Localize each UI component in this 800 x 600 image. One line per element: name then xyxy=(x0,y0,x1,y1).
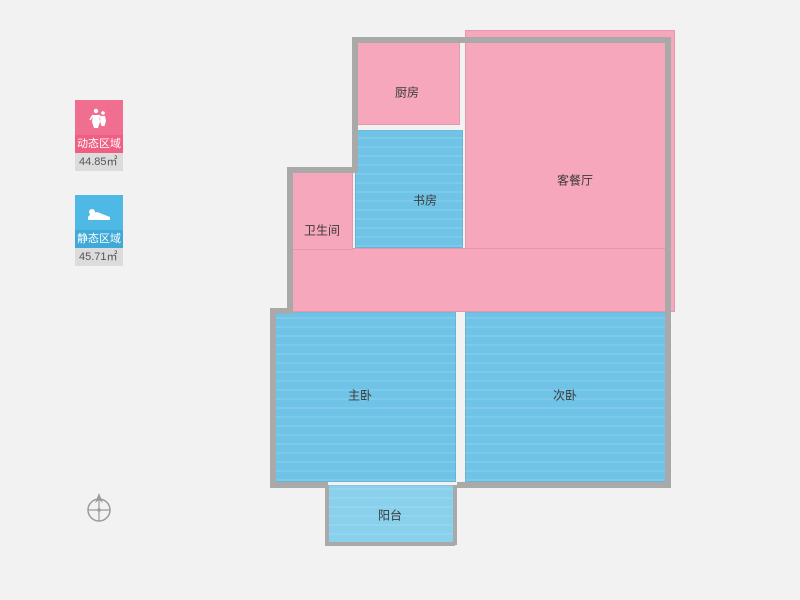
wall-4 xyxy=(270,482,328,488)
room-label-study: 书房 xyxy=(413,192,437,209)
room-label-kitchen: 厨房 xyxy=(395,84,419,101)
room-label-living: 客餐厅 xyxy=(557,172,593,189)
legend-static-label: 静态区域 xyxy=(75,230,123,248)
legend-dynamic-icon xyxy=(75,100,123,135)
room-kitchen xyxy=(355,40,460,125)
room-label-master: 主卧 xyxy=(348,387,372,404)
wall-0 xyxy=(352,37,668,43)
compass-icon xyxy=(82,490,116,524)
wall-3 xyxy=(457,482,671,488)
legend-dynamic-label: 动态区域 xyxy=(75,135,123,153)
legend-dynamic-value: 44.85㎡ xyxy=(75,153,123,171)
wall-2 xyxy=(665,312,671,482)
wall-7 xyxy=(287,167,357,173)
sleep-icon xyxy=(86,203,112,223)
wall-5 xyxy=(270,308,276,486)
floor-plan: 厨房客餐厅卫生间 书房主卧 次卧阳台 xyxy=(270,30,730,580)
room-label-second: 次卧 xyxy=(553,387,577,404)
wall-11 xyxy=(325,485,329,545)
legend-static-value: 45.71㎡ xyxy=(75,248,123,266)
room-label-bathroom: 卫生间 xyxy=(304,222,340,239)
wall-12 xyxy=(453,485,457,545)
legend-dynamic: 动态区域 44.85㎡ xyxy=(75,100,123,171)
room-corridor xyxy=(290,248,670,312)
wall-8 xyxy=(352,37,358,171)
wall-9 xyxy=(270,308,292,314)
wall-6 xyxy=(287,167,293,312)
room-label-balcony: 阳台 xyxy=(378,507,402,524)
wall-1 xyxy=(665,37,671,312)
legend-static: 静态区域 45.71㎡ xyxy=(75,195,123,266)
room-study xyxy=(355,130,463,248)
legend-static-icon xyxy=(75,195,123,230)
people-icon xyxy=(87,106,111,130)
wall-10 xyxy=(325,542,455,546)
